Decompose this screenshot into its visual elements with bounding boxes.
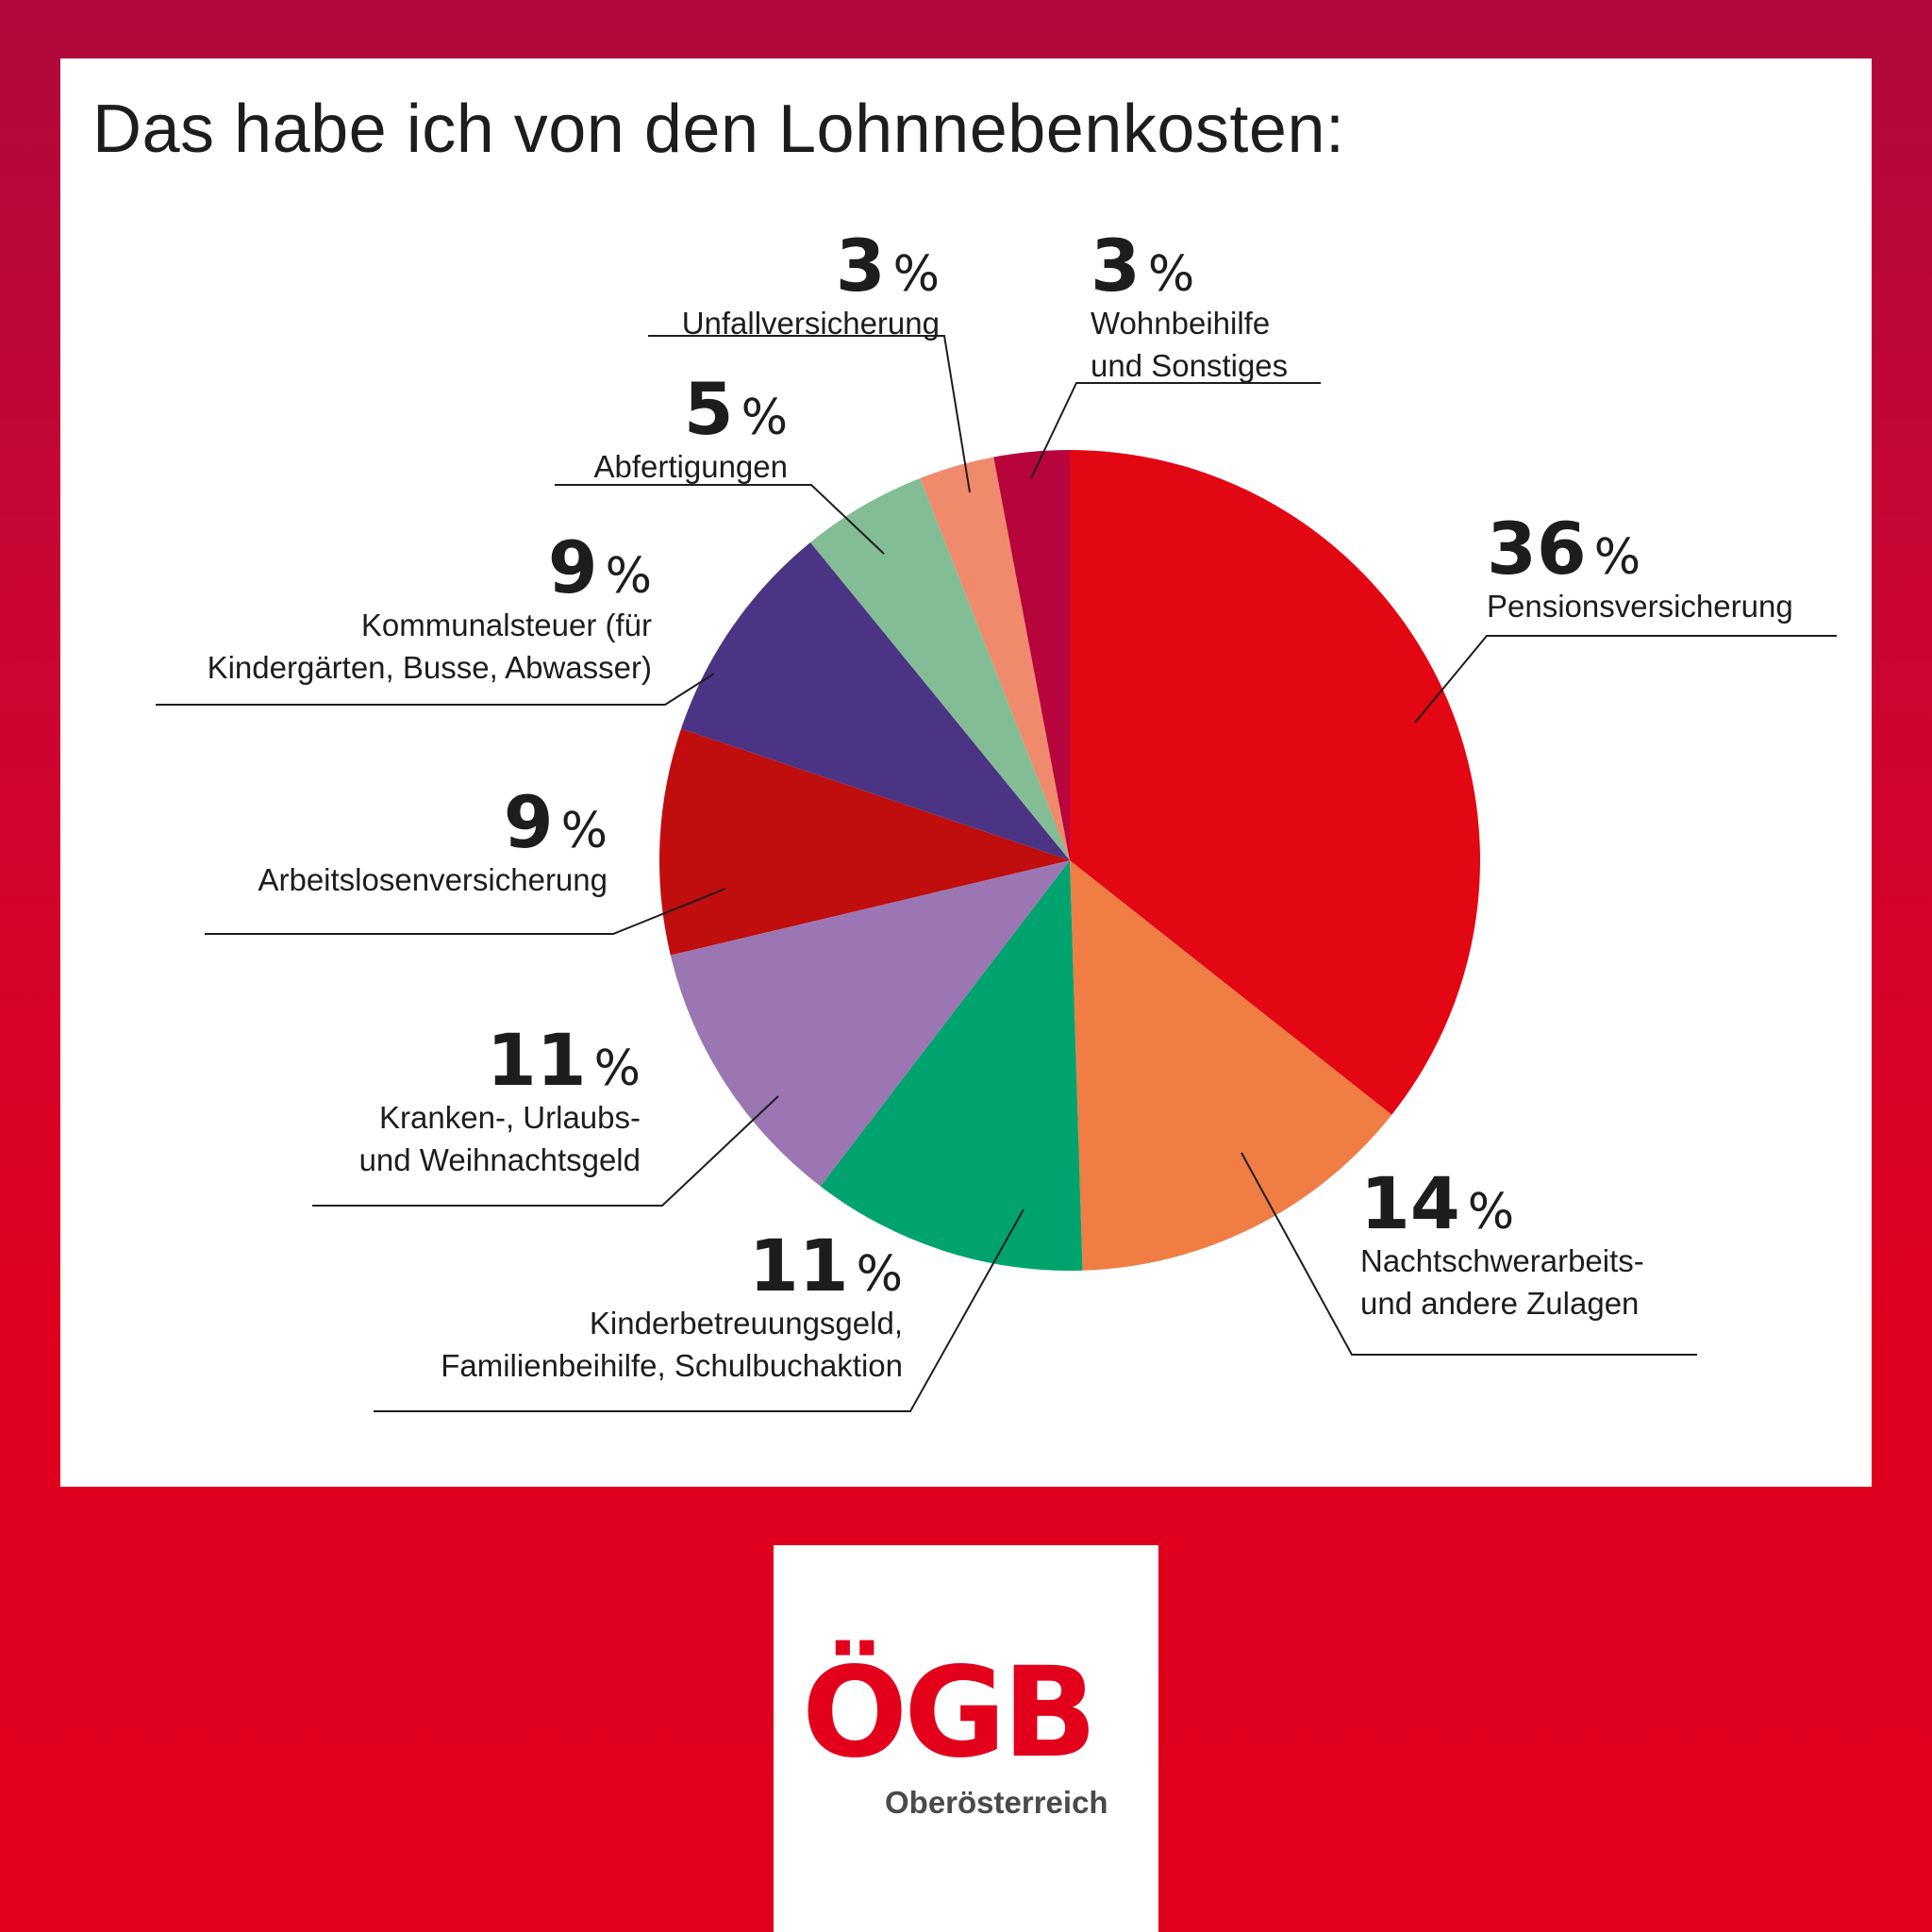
pie-slices bbox=[658, 450, 1480, 1272]
pie-slice bbox=[820, 860, 1083, 1272]
slice-percent-label: 5% bbox=[684, 367, 788, 451]
slice-name-label: Nachtschwerarbeits- bbox=[1360, 1243, 1644, 1278]
chart-card: Das habe ich von den Lohnnebenkosten: 36… bbox=[60, 58, 1872, 1487]
leader-line bbox=[555, 484, 885, 555]
slice-percent-label: 3% bbox=[836, 224, 940, 308]
leader-line bbox=[156, 673, 715, 706]
slice-percent-label: 11% bbox=[749, 1224, 903, 1307]
slice-percent-label: 9% bbox=[504, 780, 608, 864]
leader-line bbox=[312, 1095, 779, 1207]
leader-line bbox=[205, 888, 726, 935]
slice-name-label: und andere Zulagen bbox=[1360, 1286, 1639, 1321]
slice-percent-label: 36% bbox=[1487, 507, 1641, 591]
logo-region: Oberösterreich bbox=[885, 1785, 1108, 1820]
slice-percent-label: 9% bbox=[548, 525, 652, 609]
pie-slice bbox=[1070, 450, 1480, 1115]
slice-name-label: Arbeitslosenversicherung bbox=[258, 862, 608, 897]
slice-name-label: Kommunalsteuer (für bbox=[361, 608, 652, 642]
pie-slice bbox=[1070, 860, 1392, 1271]
slice-percent-label: 11% bbox=[487, 1018, 641, 1102]
slice-name-label: Kindergärten, Busse, Abwasser) bbox=[208, 650, 652, 685]
pie-slice bbox=[920, 457, 1070, 860]
pie-slice bbox=[680, 541, 1070, 860]
pie-slice bbox=[658, 728, 1070, 956]
leader-line bbox=[648, 335, 971, 493]
logo-wordmark: ÖGB bbox=[802, 1641, 1097, 1786]
slice-name-label: Wohnbeihilfe bbox=[1091, 306, 1270, 341]
slice-name-label: Kranken-, Urlaubs- bbox=[379, 1100, 641, 1135]
slice-percent-label: 3% bbox=[1091, 224, 1194, 308]
slice-name-label: und Sonstiges bbox=[1091, 348, 1288, 383]
slice-name-label: Kinderbetreuungsgeld, bbox=[590, 1306, 903, 1341]
pie-slice bbox=[993, 450, 1070, 860]
leader-line bbox=[1241, 1152, 1697, 1356]
leader-line bbox=[1414, 635, 1837, 724]
leader-line bbox=[374, 1208, 1024, 1412]
slice-name-label: Unfallversicherung bbox=[682, 306, 940, 341]
slice-name-label: Abfertigungen bbox=[594, 449, 789, 484]
slice-percent-label: 14% bbox=[1360, 1161, 1514, 1245]
slice-name-label: Pensionsversicherung bbox=[1487, 589, 1793, 624]
pie-chart: 36 %Pensionsversicherung 14 %Nachtschwerarb… bbox=[156, 224, 1837, 1412]
pie-slice bbox=[810, 477, 1070, 860]
leader-line bbox=[1030, 382, 1321, 479]
slice-name-label: und Weihnachtsgeld bbox=[359, 1142, 641, 1177]
pie-labels: 36 %Pensionsversicherung 14 %Nachtschwerarb… bbox=[156, 224, 1837, 1412]
logo: ÖGB Oberösterreich bbox=[774, 1545, 1158, 1932]
slice-name-label: Familienbeihilfe, Schulbuchaktion bbox=[441, 1348, 903, 1383]
chart-title: Das habe ich von den Lohnnebenkosten: bbox=[92, 92, 1345, 167]
